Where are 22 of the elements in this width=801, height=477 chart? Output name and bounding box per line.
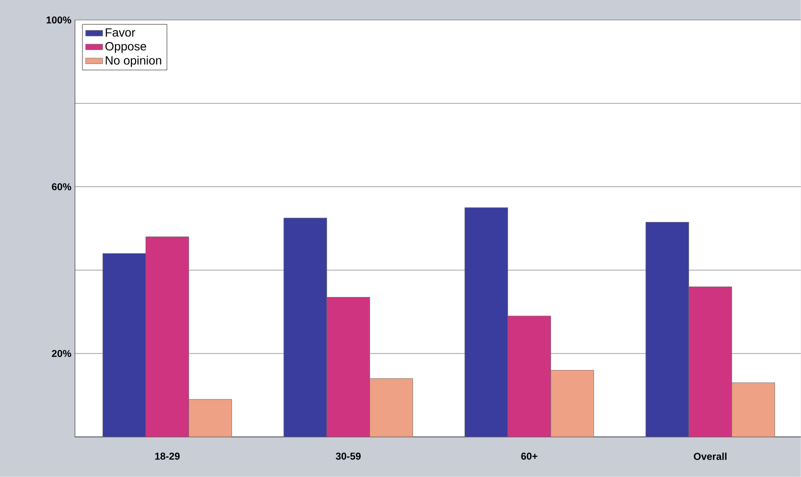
bar: [508, 316, 551, 437]
y-tick-label: 100%: [46, 16, 72, 24]
y-tick-label: 60%: [52, 183, 72, 190]
y-tick-label: 20%: [52, 350, 72, 358]
legend-label: Favor: [106, 28, 136, 37]
bar: [102, 253, 146, 437]
bar: [284, 218, 328, 437]
bar: [646, 222, 690, 437]
legend-label: No opinion: [106, 56, 162, 68]
bar: [550, 370, 594, 437]
bar: [688, 286, 732, 437]
x-tick-label: 60+: [521, 452, 538, 460]
x-tick-label: Overall: [694, 452, 726, 460]
x-tick-label: 30-59: [336, 452, 361, 460]
bar: [732, 382, 775, 437]
bar: [370, 378, 413, 437]
legend-label: Oppose: [105, 42, 146, 53]
bar: [188, 399, 232, 437]
bar: [146, 236, 189, 437]
bar: [464, 207, 508, 437]
bar: [326, 297, 370, 437]
x-tick-label: 18-29: [155, 452, 180, 460]
